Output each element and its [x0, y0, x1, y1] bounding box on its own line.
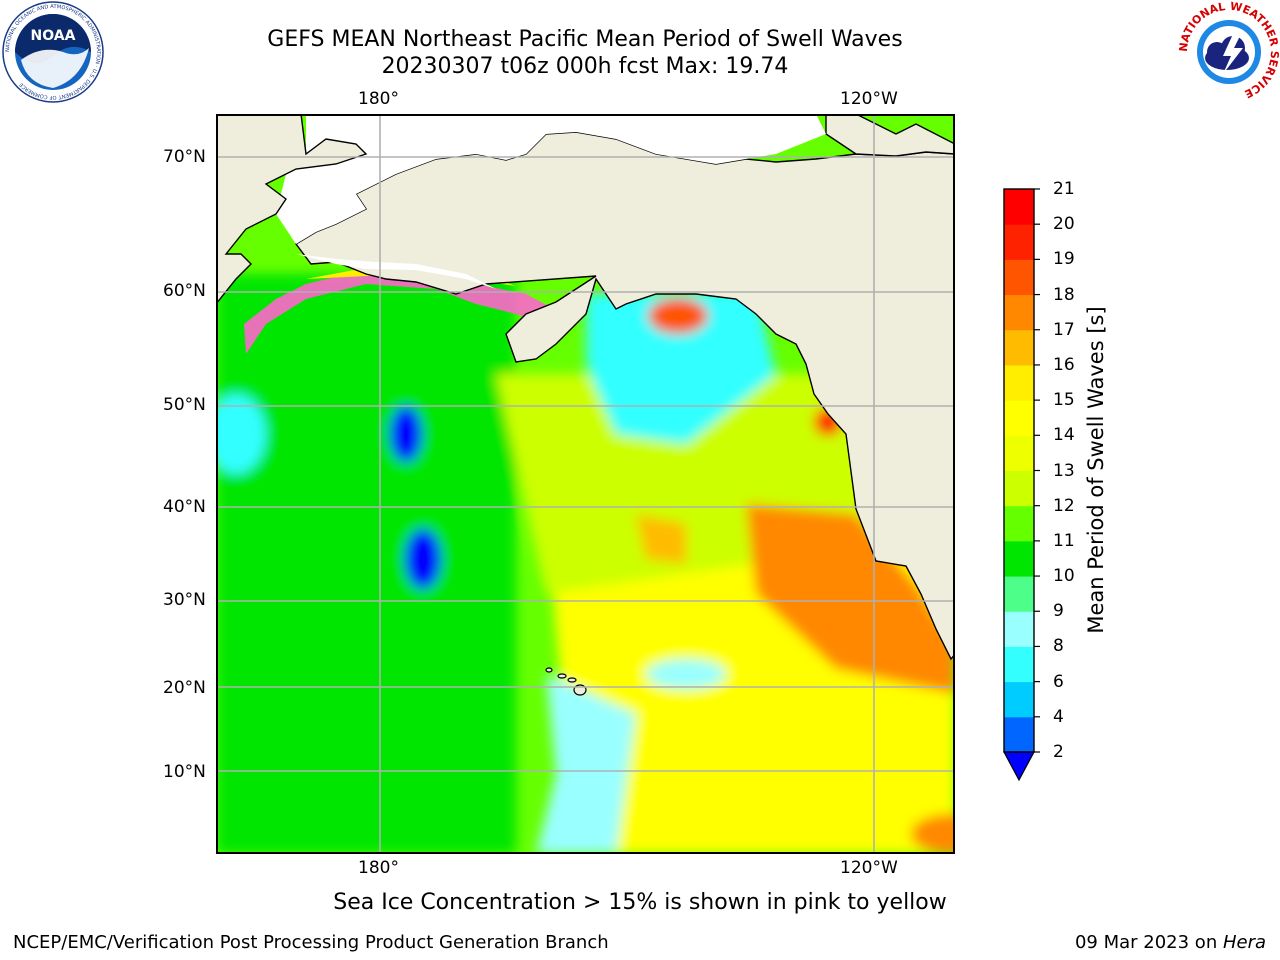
colorbar-segment [1004, 576, 1034, 612]
nws-logo: NATIONAL WEATHER SERVICE [1177, 0, 1280, 102]
lat-label-20n: 20°N [163, 678, 206, 698]
colorbar-segment [1004, 400, 1034, 436]
ocean-band-orange-light [636, 514, 686, 564]
colorbar-segment [1004, 364, 1034, 401]
date-text: 09 Mar 2023 on [1074, 932, 1223, 953]
machine-name: Hera [1222, 932, 1266, 953]
colorbar-tick-label: 4 [1053, 706, 1064, 727]
lon-label-bottom-120w: 120°W [840, 858, 898, 878]
colorbar-label: Mean Period of Swell Waves [s] [1084, 306, 1108, 634]
colorbar-segment [1004, 259, 1034, 296]
ocean-band-cyan-south [536, 674, 636, 854]
colorbar-segment [1004, 681, 1034, 718]
lon-label-top-180: 180° [358, 89, 399, 109]
colorbar-segment [1004, 224, 1034, 260]
sea-ice-note: Sea Ice Concentration > 15% is shown in … [333, 890, 947, 915]
ocean-spot-cyan-west [216, 394, 266, 474]
colorbar-segment [1004, 646, 1034, 683]
swell-period-map [216, 114, 955, 854]
lon-label-bottom-180: 180° [358, 858, 399, 878]
lat-label-30n: 30°N [163, 590, 206, 610]
colorbar-tick-label: 15 [1053, 390, 1075, 411]
colorbar-segment [1004, 505, 1034, 542]
arctic-ocean [276, 114, 826, 244]
colorbar-tick-label: 13 [1053, 460, 1075, 481]
colorbar-segment [1004, 470, 1034, 507]
colorbar-tick-label: 18 [1053, 284, 1075, 305]
date-line: 09 Mar 2023 on Hera [1075, 932, 1266, 953]
ocean-band-orange [746, 504, 955, 694]
ocean-spot-red [648, 298, 708, 334]
colorbar-tick-label: 6 [1053, 671, 1064, 692]
colorbar-tick-label: 11 [1053, 530, 1075, 551]
colorbar-segment [1004, 540, 1034, 577]
bering-sea-ice [296, 254, 496, 289]
lat-label-60n: 60°N [163, 281, 206, 301]
colorbar-tick-label: 17 [1053, 319, 1075, 340]
colorbar-tick-label: 10 [1053, 566, 1075, 587]
ocean-band-green [216, 274, 516, 854]
colorbar-segment [1004, 294, 1034, 331]
ocean-spot-orange-se [911, 814, 955, 854]
land-arctic-island [825, 114, 955, 157]
ocean-spot-blue-2 [405, 529, 441, 589]
colorbar [1002, 188, 1040, 782]
colorbar-segment [1004, 611, 1034, 647]
colorbar-tick-label: 14 [1053, 425, 1075, 446]
colorbar-tick-label: 20 [1053, 214, 1075, 235]
lat-label-50n: 50°N [163, 395, 206, 415]
colorbar-segment [1004, 189, 1034, 225]
colorbar-under-triangle [1002, 751, 1036, 782]
colorbar-tick-label: 2 [1053, 742, 1064, 762]
chart-subtitle: 20230307 t06z 000h fcst Max: 19.74 [381, 54, 789, 79]
colorbar-segment [1004, 329, 1034, 366]
colorbar-tick-label: 9 [1053, 601, 1064, 622]
colorbar-tick-label: 8 [1053, 636, 1064, 657]
ocean-spot-blue-1 [390, 406, 422, 462]
colorbar-tick-label: 19 [1053, 249, 1075, 270]
colorbar-tick-label: 21 [1053, 179, 1075, 199]
lat-label-40n: 40°N [163, 497, 206, 517]
lat-label-10n: 10°N [163, 762, 206, 782]
graticule [216, 114, 955, 854]
noaa-logo-text: NOAA [31, 28, 76, 44]
colorbar-tick-label: 12 [1053, 495, 1075, 516]
lat-label-70n: 70°N [163, 147, 206, 167]
credit-line: NCEP/EMC/Verification Post Processing Pr… [13, 932, 609, 953]
land-north-america [294, 114, 955, 661]
land-siberia [216, 114, 368, 306]
colorbar-segment [1004, 435, 1034, 471]
map-frame [216, 114, 955, 854]
colorbar-tick-label: 16 [1053, 354, 1075, 375]
chart-title: GEFS MEAN Northeast Pacific Mean Period … [267, 27, 903, 52]
noaa-logo: NOAA NATIONAL OCEANIC AND ATMOSPHERIC AD… [2, 1, 104, 103]
colorbar-segment [1004, 716, 1034, 753]
ocean-spot-cyan-mid [646, 659, 726, 689]
lon-label-top-120w: 120°W [840, 89, 898, 109]
